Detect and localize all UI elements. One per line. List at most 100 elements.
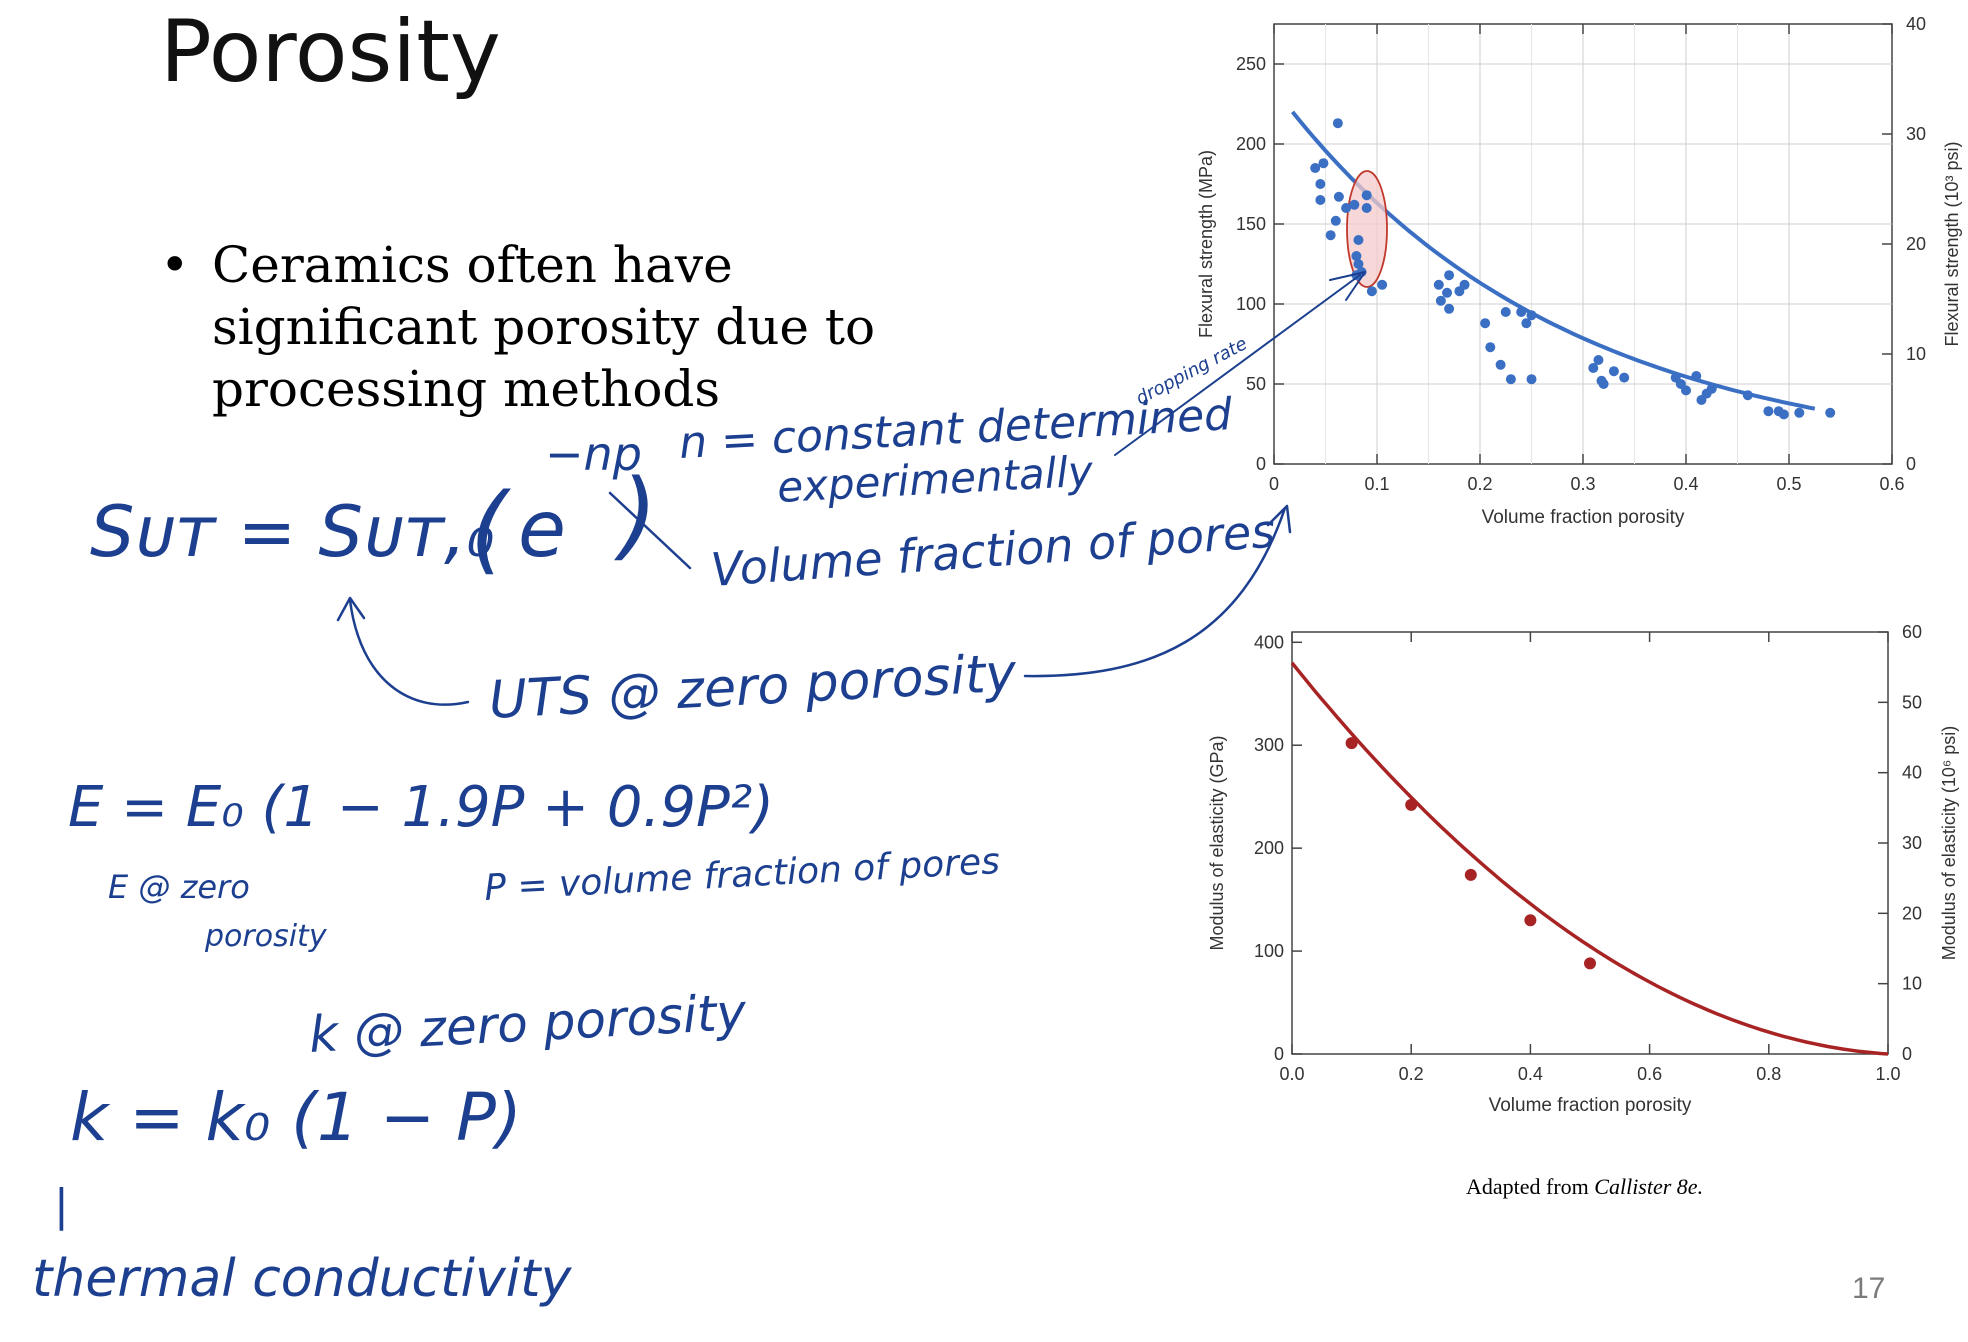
data-point [1459, 279, 1470, 290]
y-tick-label: 0 [1274, 1044, 1284, 1064]
data-point [1526, 310, 1537, 321]
data-point [1377, 279, 1388, 290]
x-tick-label: 0.2 [1399, 1064, 1424, 1084]
citation-prefix: Adapted from [1466, 1174, 1595, 1199]
y-tick-label: 100 [1236, 294, 1266, 314]
x-tick-label: 0 [1269, 474, 1279, 494]
y-tick-label: 100 [1254, 941, 1284, 961]
uts-formula-e: e [518, 485, 566, 575]
data-point [1330, 215, 1341, 226]
y-right-tick-label: 10 [1906, 344, 1926, 364]
y-tick-label: 400 [1254, 632, 1284, 652]
data-point [1608, 366, 1619, 377]
k-formula: k = k₀ (1 − P) [70, 1079, 522, 1156]
uts-zero-arrow-left [348, 598, 470, 706]
x-tick-label: 0.0 [1279, 1064, 1304, 1084]
data-point [1444, 270, 1455, 281]
bullet-marker: • [160, 236, 190, 294]
x-tick-label: 0.1 [1364, 474, 1389, 494]
modulus-y-right-axis-label: Modulus of elasticity (10⁶ psi) [1939, 726, 1959, 961]
bullet-point: • Ceramics often have significant porosi… [160, 234, 940, 420]
y-right-tick-label: 20 [1902, 903, 1922, 923]
data-point [1598, 379, 1609, 389]
uts-zero-arrow-right [1023, 506, 1287, 678]
data-point [1361, 203, 1372, 213]
y-right-tick-label: 60 [1902, 622, 1922, 642]
x-tick-label: 0.4 [1673, 474, 1698, 494]
x-tick-label: 0.2 [1467, 474, 1492, 494]
uts-zero-note: UTS @ zero porosity [488, 643, 1019, 731]
y-right-tick-label: 10 [1902, 974, 1922, 994]
data-point [1825, 407, 1836, 418]
bullet-text: Ceramics often have significant porosity… [212, 236, 876, 418]
data-point [1351, 251, 1362, 261]
data-point [1742, 390, 1753, 401]
uts-formula-paren-close: ) [614, 459, 657, 571]
flexural-y-axis-label: Flexural strength (MPa) [1196, 150, 1216, 338]
data-point [1333, 191, 1344, 202]
flexural-y-right-axis-label: Flexural strength (10³ psi) [1942, 141, 1962, 346]
data-point [1524, 914, 1537, 927]
page-number: 17 [1852, 1272, 1886, 1305]
y-tick-label: 250 [1236, 54, 1266, 74]
data-point [1366, 286, 1377, 297]
y-tick-label: 200 [1236, 134, 1266, 154]
y-right-tick-label: 30 [1902, 833, 1922, 853]
uts-formula-exponent: −np [545, 427, 642, 481]
data-point [1318, 158, 1329, 169]
data-point [1442, 287, 1453, 298]
data-point [1593, 355, 1604, 365]
y-right-tick-label: 0 [1902, 1044, 1912, 1064]
thermal-conductivity-note: thermal conductivity [32, 1249, 573, 1309]
y-right-tick-label: 0 [1906, 454, 1916, 474]
uts-formula-paren-open: ( [470, 473, 511, 585]
data-point [1691, 371, 1702, 381]
data-point [1485, 342, 1496, 353]
slide-title: Porosity [160, 2, 501, 102]
y-tick-label: 0 [1256, 454, 1266, 474]
pores-note: Volume fraction of pores [709, 504, 1277, 597]
data-point [1706, 383, 1717, 394]
k-zero-note: k @ zero porosity [308, 983, 749, 1064]
data-point [1794, 407, 1805, 418]
data-point [1495, 359, 1506, 370]
data-point [1505, 374, 1516, 385]
y-right-tick-label: 40 [1906, 14, 1926, 34]
data-point [1341, 203, 1352, 213]
k-pointer-bar: | [54, 1180, 69, 1231]
citation-source: Callister 8e. [1594, 1174, 1704, 1199]
e-zero-line2: porosity [204, 919, 328, 954]
flexural-ticks: 0 0.1 0.2 0.3 0.4 0.5 0.6050100150200250010203… [1236, 14, 1926, 494]
data-point [1361, 190, 1372, 201]
data-point [1353, 259, 1364, 269]
data-point [1521, 318, 1532, 329]
x-tick-label: 0.3 [1570, 474, 1595, 494]
data-point [1444, 303, 1455, 314]
data-point [1500, 307, 1511, 317]
data-point [1480, 318, 1491, 329]
data-point [1526, 374, 1537, 385]
n-to-chart-arrow [1114, 274, 1361, 456]
modulus-y-axis-label: Modulus of elasticity (GPa) [1207, 735, 1227, 950]
modulus-points [1345, 737, 1596, 970]
pores-pointer-line [608, 491, 692, 570]
y-right-tick-label: 40 [1902, 763, 1922, 783]
e-formula: E = E₀ (1 − 1.9P + 0.9P²) [68, 775, 774, 840]
data-point [1433, 279, 1444, 290]
data-point [1681, 385, 1691, 396]
data-point [1516, 307, 1527, 317]
data-point [1315, 179, 1326, 189]
uts-formula-lhs: Sᴜᴛ = Sᴜᴛ,₀ [90, 491, 494, 573]
modulus-ticks: 0.0 0.2 0.4 0.6 0.8 1.00100200300400010203040… [1254, 622, 1922, 1084]
modulus-plot-area [1291, 631, 1889, 1055]
modulus-fit-curve [1290, 661, 1889, 1056]
uts-zero-arrow-left-head [336, 596, 366, 622]
y-right-tick-label: 50 [1902, 692, 1922, 712]
x-tick-label: 0.8 [1756, 1064, 1781, 1084]
y-right-tick-label: 30 [1906, 124, 1926, 144]
x-tick-label: 0.5 [1776, 474, 1801, 494]
data-point [1588, 363, 1599, 373]
data-point [1619, 372, 1630, 383]
